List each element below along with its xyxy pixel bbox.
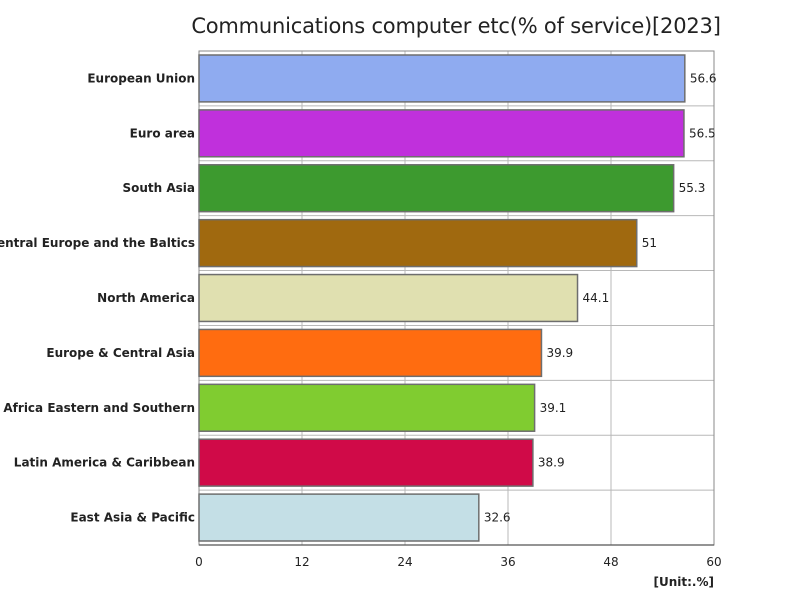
category-label: East Asia & Pacific (70, 511, 195, 525)
bar (198, 438, 534, 487)
x-tick-label: 12 (294, 555, 309, 569)
x-tick-label: 48 (603, 555, 618, 569)
value-label: 56.6 (690, 71, 717, 85)
bar (198, 164, 675, 213)
category-label: Africa Eastern and Southern (3, 401, 195, 415)
category-label: Europe & Central Asia (46, 346, 195, 360)
unit-label: [Unit:.%] (653, 575, 715, 589)
bar (198, 54, 686, 103)
value-label: 51 (642, 236, 657, 250)
x-tick-label: 60 (706, 555, 721, 569)
category-label: Euro area (130, 126, 195, 140)
bar (198, 493, 480, 542)
value-label: 55.3 (679, 181, 706, 195)
value-label: 39.9 (546, 346, 573, 360)
bar (198, 109, 685, 158)
x-tick-label: 0 (195, 555, 203, 569)
category-label: European Union (87, 71, 195, 85)
category-label: Central Europe and the Baltics (0, 236, 195, 250)
category-label: South Asia (122, 181, 195, 195)
category-label: North America (97, 291, 195, 305)
value-label: 38.9 (538, 456, 565, 470)
value-label: 44.1 (583, 291, 610, 305)
value-label: 39.1 (540, 401, 567, 415)
value-label: 32.6 (484, 511, 511, 525)
value-label: 56.5 (689, 126, 716, 140)
bar (198, 218, 638, 268)
bar (198, 328, 543, 378)
bar (198, 273, 579, 323)
x-tick-label: 24 (397, 555, 412, 569)
chart-title: Communications computer etc(% of service… (191, 14, 721, 38)
category-label: Latin America & Caribbean (14, 456, 195, 470)
bar (198, 383, 536, 432)
x-tick-label: 36 (500, 555, 515, 569)
